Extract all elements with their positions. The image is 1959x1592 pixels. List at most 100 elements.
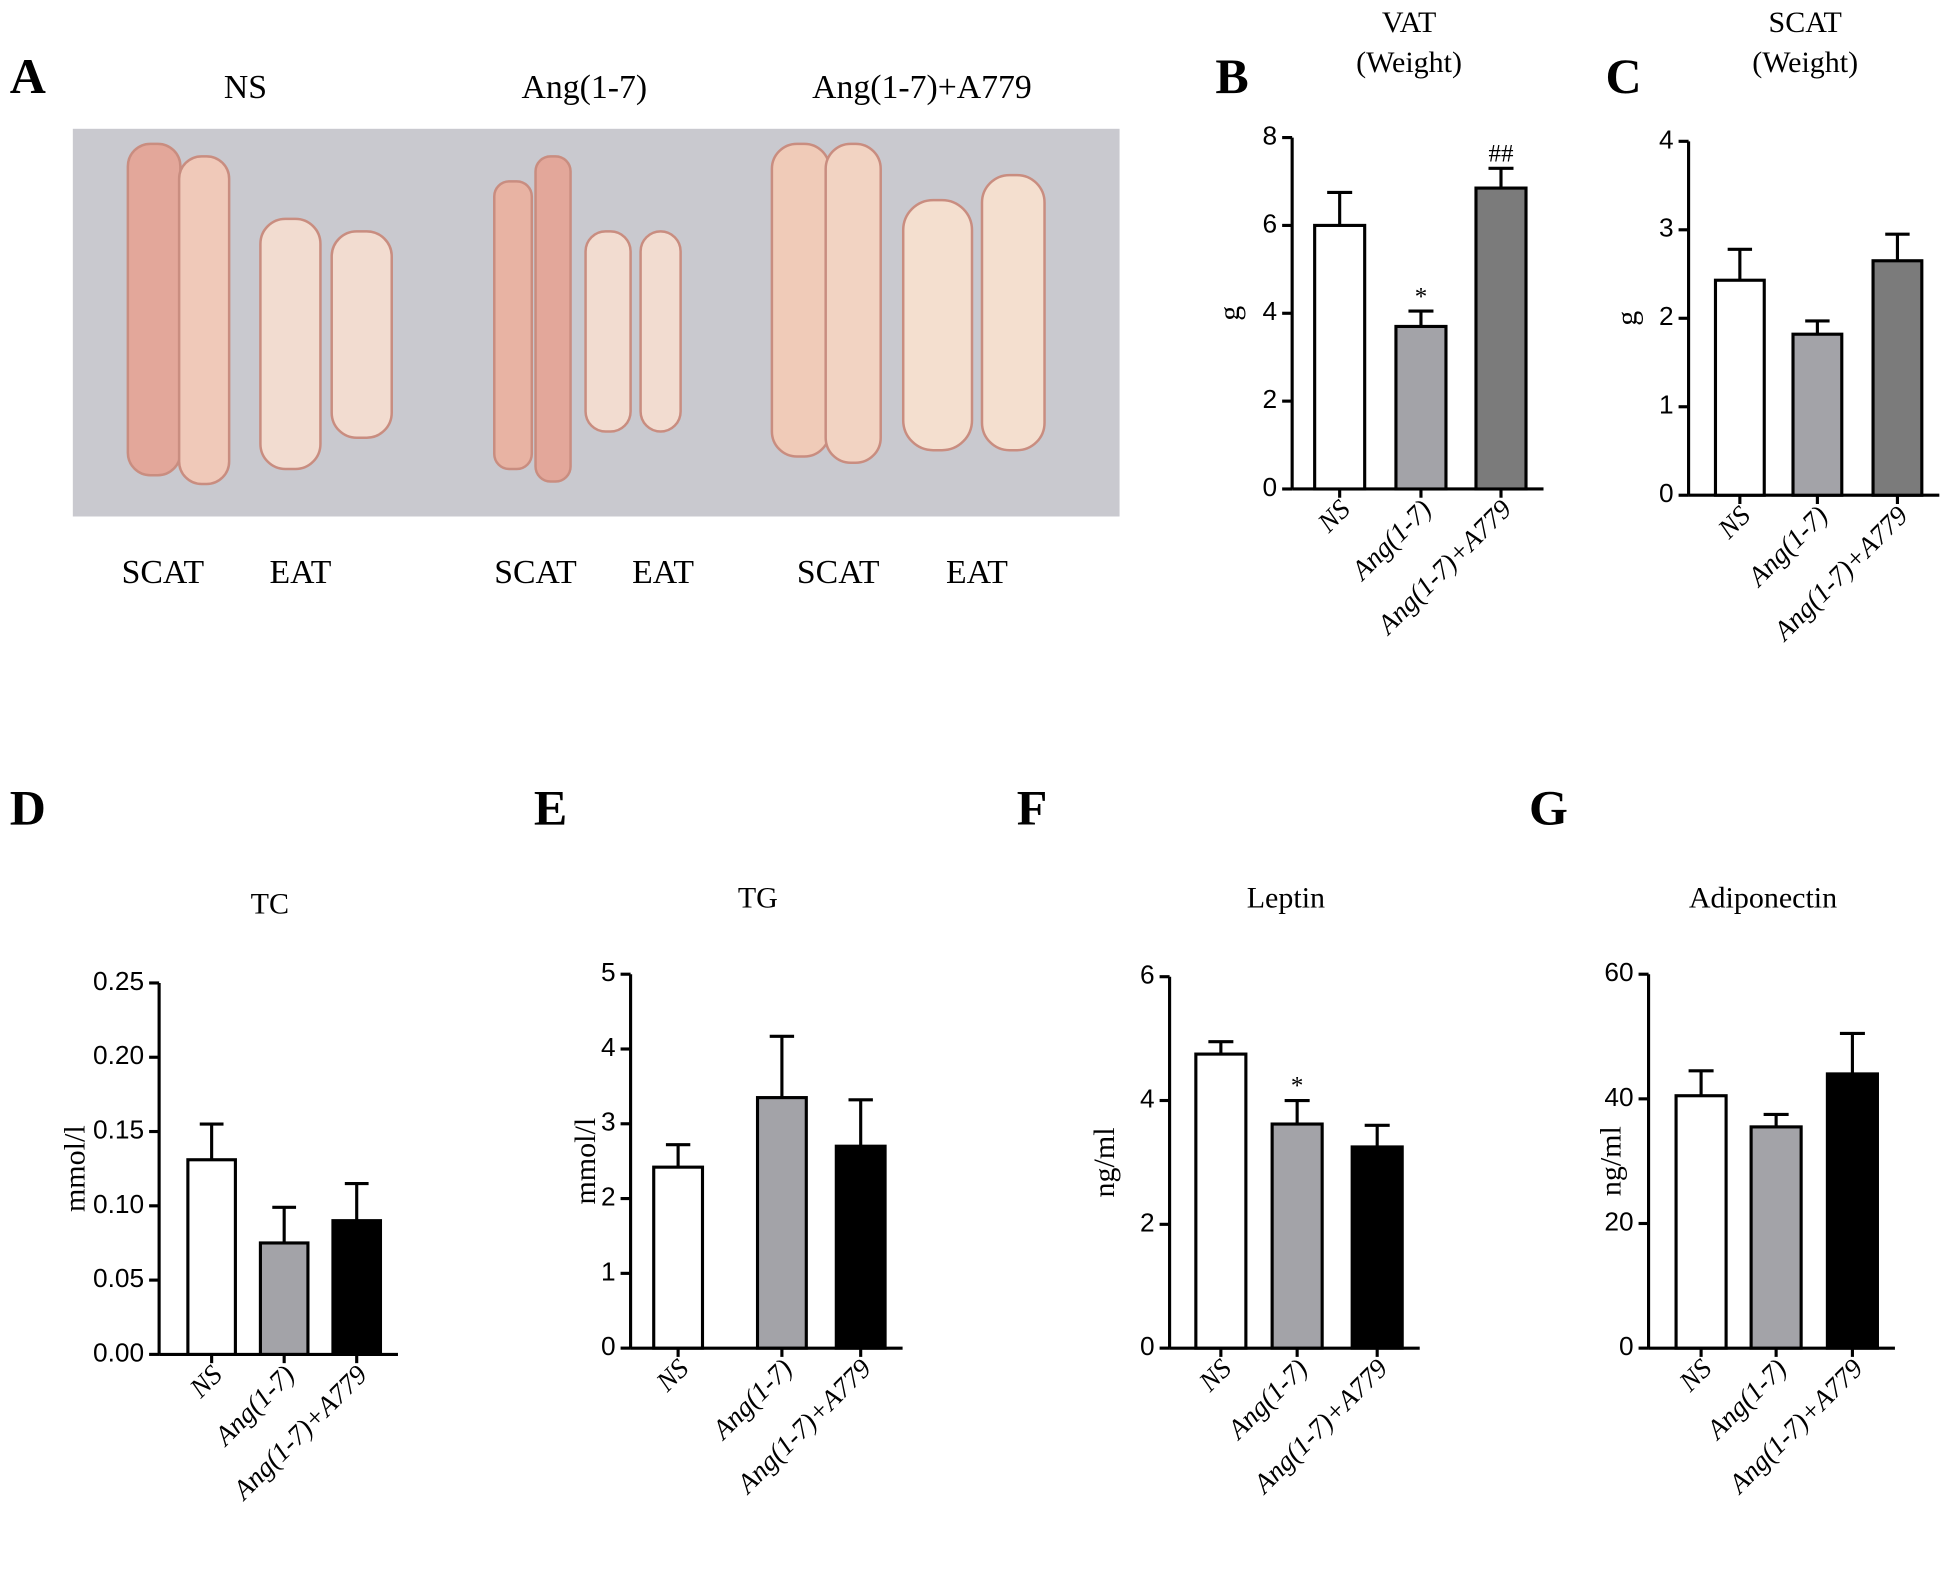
y-tick-label: 2 xyxy=(1659,301,1674,331)
tissue xyxy=(770,142,831,458)
y-tick-label: 40 xyxy=(1604,1082,1633,1112)
tissue-label: SCAT xyxy=(122,554,205,591)
chart-title: VAT xyxy=(1382,6,1436,39)
y-axis-label: ng/ml xyxy=(1594,1126,1627,1196)
chart-title: TC xyxy=(251,888,289,921)
chart-title: SCAT xyxy=(1769,6,1842,39)
y-tick-label: 2 xyxy=(1140,1207,1155,1237)
y-tick-label: 5 xyxy=(601,957,616,987)
annotation: * xyxy=(1415,283,1427,310)
x-tick-label: NS xyxy=(183,1359,228,1404)
bar xyxy=(331,1219,383,1356)
y-tick-label: 2 xyxy=(601,1182,616,1212)
y-tick-label: 0.10 xyxy=(93,1189,144,1219)
y-tick-label: 0.25 xyxy=(93,966,144,996)
tissue-label: SCAT xyxy=(797,554,880,591)
y-tick-label: 0.15 xyxy=(93,1114,144,1144)
y-tick-label: 0 xyxy=(1140,1331,1155,1361)
y-tick-label: 8 xyxy=(1263,121,1278,151)
chart-panel: DTCmmol/l0.000.050.100.150.200.25NSAng(1… xyxy=(10,779,398,1506)
tissue xyxy=(824,142,882,464)
tissue xyxy=(259,217,322,471)
bar xyxy=(834,1144,887,1350)
panel-label: G xyxy=(1529,779,1568,835)
x-tick-label: Ang(1-7)+A779 xyxy=(1721,1352,1869,1500)
panel-label: D xyxy=(10,779,46,835)
chart-panel: BVAT(Weight)g02468NSAng(1-7)Ang(1-7)+A77… xyxy=(1213,6,1544,641)
group-label: Ang(1-7) xyxy=(522,69,648,106)
bar xyxy=(1194,1052,1248,1350)
bar xyxy=(1749,1125,1803,1350)
bar xyxy=(1474,186,1528,491)
x-tick-label: NS xyxy=(649,1352,694,1397)
bar xyxy=(1791,332,1844,497)
tissue xyxy=(330,230,393,439)
x-tick-label: NS xyxy=(1672,1352,1717,1397)
y-axis-label: g xyxy=(1213,306,1246,321)
photo xyxy=(72,128,1120,517)
y-tick-label: 4 xyxy=(601,1032,616,1062)
x-tick-label: NS xyxy=(1192,1352,1237,1397)
annotation: * xyxy=(1291,1073,1303,1100)
y-tick-label: 0.00 xyxy=(93,1337,144,1367)
y-tick-label: 0.20 xyxy=(93,1040,144,1070)
y-tick-label: 4 xyxy=(1659,124,1674,154)
tissue xyxy=(901,198,974,452)
tissue-label: SCAT xyxy=(494,554,577,591)
tissue-label: EAT xyxy=(632,554,694,591)
panel-label: B xyxy=(1215,48,1248,104)
y-tick-label: 1 xyxy=(1659,390,1674,420)
tissue xyxy=(493,180,534,471)
y-tick-label: 4 xyxy=(1263,296,1278,326)
y-tick-label: 0 xyxy=(1619,1331,1634,1361)
tissue xyxy=(126,142,182,477)
annotation: ## xyxy=(1488,141,1514,168)
tissue xyxy=(584,230,632,433)
bar xyxy=(652,1165,705,1350)
y-tick-label: 6 xyxy=(1140,960,1155,990)
y-axis-label: g xyxy=(1611,311,1644,326)
chart-panel: GAdiponectinng/ml0204060NSAng(1-7)Ang(1-… xyxy=(1529,779,1895,1500)
group-label: NS xyxy=(224,69,267,106)
y-tick-label: 6 xyxy=(1263,208,1278,238)
y-tick-label: 3 xyxy=(1659,213,1674,243)
panel-label: C xyxy=(1605,48,1641,104)
y-tick-label: 1 xyxy=(601,1256,616,1286)
tissue-label: EAT xyxy=(269,554,331,591)
y-axis-label: mmol/l xyxy=(59,1125,92,1212)
bar xyxy=(186,1158,237,1356)
bar xyxy=(258,1241,310,1356)
y-tick-label: 0 xyxy=(601,1331,616,1361)
bar xyxy=(1313,223,1367,491)
y-axis-label: mmol/l xyxy=(569,1118,602,1205)
y-tick-label: 60 xyxy=(1604,957,1633,987)
panel-label: A xyxy=(10,48,46,104)
tissue xyxy=(980,173,1046,452)
y-axis-label: ng/ml xyxy=(1088,1127,1121,1197)
y-tick-label: 20 xyxy=(1604,1206,1633,1236)
bar xyxy=(1350,1145,1404,1350)
group-label: Ang(1-7)+A779 xyxy=(812,69,1032,106)
y-tick-label: 2 xyxy=(1263,384,1278,414)
bar xyxy=(1674,1094,1728,1350)
panel-label: F xyxy=(1017,779,1048,835)
x-tick-label: Ang(1-7)+A779 xyxy=(729,1352,877,1500)
bar xyxy=(1825,1072,1879,1350)
bar xyxy=(1394,324,1448,491)
panel-label: E xyxy=(534,779,567,835)
x-tick-label: NS xyxy=(1711,499,1756,544)
y-tick-label: 4 xyxy=(1140,1083,1155,1113)
y-tick-label: 0.05 xyxy=(93,1263,144,1293)
chart-subtitle: (Weight) xyxy=(1356,46,1462,79)
chart-title: Leptin xyxy=(1247,881,1325,914)
chart-panel: CSCAT(Weight)g01234NSAng(1-7)Ang(1-7)+A7… xyxy=(1605,6,1940,647)
chart-title: TG xyxy=(738,881,778,914)
tissue xyxy=(639,230,682,433)
y-tick-label: 0 xyxy=(1263,472,1278,502)
bar xyxy=(1270,1122,1324,1350)
chart-title: Adiponectin xyxy=(1689,881,1837,914)
